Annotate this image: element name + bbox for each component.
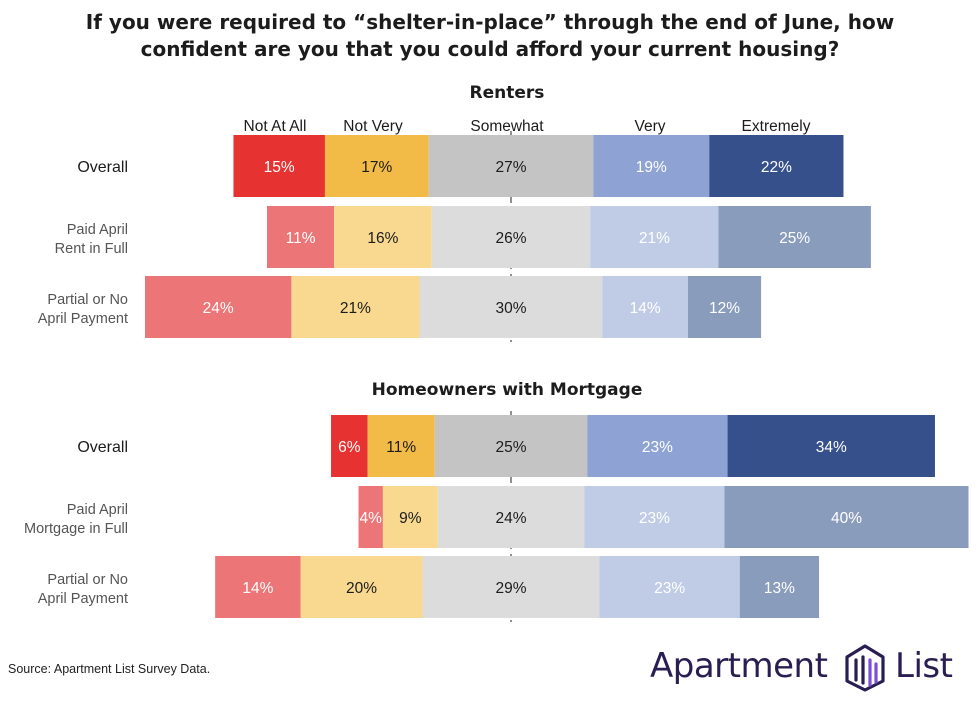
bar-segment [709, 135, 844, 197]
data-label: 13% [764, 580, 795, 597]
row-label-line-2: April Payment [38, 311, 128, 327]
logo-word-list: List [895, 646, 953, 686]
diverging-bar-chart: Renters Not At All Not Very Somewhat Very Ext… [24, 83, 969, 622]
bar-segment [599, 556, 740, 618]
bar-segment [687, 276, 762, 338]
data-label: 29% [495, 580, 526, 597]
bar-segment [739, 556, 820, 618]
data-label: 26% [495, 230, 526, 247]
data-label: 16% [367, 230, 398, 247]
data-label: 21% [340, 300, 371, 317]
data-label: 11% [386, 439, 416, 456]
chart-title: If you were required to “shelter-in-plac… [0, 9, 980, 63]
row-label-line-2: Rent in Full [55, 241, 128, 257]
category-header: Somewhat [470, 118, 544, 135]
data-label: 23% [642, 439, 673, 456]
data-label: 14% [242, 580, 273, 597]
category-header: Very [634, 118, 665, 135]
bar-segment [431, 206, 591, 268]
row-label-line-2: April Payment [38, 591, 128, 607]
data-label: 15% [264, 159, 295, 176]
data-label: 25% [779, 230, 810, 247]
bar-segment [428, 135, 594, 197]
bar-segment [434, 415, 588, 477]
category-header: Not At All [244, 118, 307, 135]
data-label: 23% [639, 510, 670, 527]
bar-segment [145, 276, 292, 338]
panel-title: Homeowners with Mortgage [372, 380, 643, 400]
data-label: 19% [636, 159, 667, 176]
bar-segment [419, 276, 603, 338]
bar-segment [724, 486, 969, 548]
bar-segment [367, 415, 435, 477]
bar-segment [291, 276, 420, 338]
row-label-line-2: Mortgage in Full [24, 521, 128, 537]
data-label: 4% [359, 510, 382, 527]
data-label: 25% [495, 439, 526, 456]
bar-segment [584, 486, 725, 548]
row-label: Overall [77, 439, 128, 456]
data-label: 34% [816, 439, 847, 456]
bar-segment [718, 206, 871, 268]
chart-title-line-1: If you were required to “shelter-in-plac… [85, 10, 895, 34]
data-label: 22% [761, 159, 792, 176]
bar-segment [602, 276, 688, 338]
row-label: Overall [77, 159, 128, 176]
data-label: 17% [361, 159, 392, 176]
row-label-line-1: Partial or No [47, 292, 128, 308]
data-label: 14% [630, 300, 661, 317]
data-label: 30% [495, 300, 526, 317]
bar-segment [358, 486, 383, 548]
bar-segment [422, 556, 600, 618]
bar-segment [324, 135, 429, 197]
data-label: 20% [346, 580, 377, 597]
row-label-line-1: Paid April [67, 502, 128, 518]
data-label: 21% [639, 230, 670, 247]
logo-word-apartment: Apartment [650, 646, 828, 686]
data-label: 12% [709, 300, 740, 317]
data-label: 23% [654, 580, 685, 597]
data-label: 24% [203, 300, 234, 317]
source-note: Source: Apartment List Survey Data. [8, 662, 211, 676]
panel-title: Renters [470, 83, 545, 103]
data-label: 24% [495, 510, 526, 527]
bar-segment [437, 486, 585, 548]
bar-segment [331, 415, 368, 477]
bar-segment [590, 206, 719, 268]
bar-segment [267, 206, 335, 268]
category-header: Not Very [343, 118, 403, 135]
data-label: 9% [399, 510, 422, 527]
bar-segment [300, 556, 423, 618]
bar-segment [233, 135, 325, 197]
building-icon [845, 644, 885, 692]
bar-segment [727, 415, 935, 477]
data-label: 27% [495, 159, 526, 176]
chart-title-line-2: confident are you that you could afford … [140, 37, 840, 61]
data-label: 11% [286, 230, 316, 247]
row-label-line-1: Paid April [67, 222, 128, 238]
category-header: Extremely [742, 118, 811, 135]
data-label: 40% [831, 510, 862, 527]
bar-segment [215, 556, 301, 618]
bar-segment [587, 415, 728, 477]
bar-segment [593, 135, 710, 197]
apartment-list-logo: Apartment List [650, 640, 975, 696]
bar-segment [334, 206, 432, 268]
data-label: 6% [338, 439, 361, 456]
row-label-line-1: Partial or No [47, 572, 128, 588]
bar-segment [382, 486, 438, 548]
